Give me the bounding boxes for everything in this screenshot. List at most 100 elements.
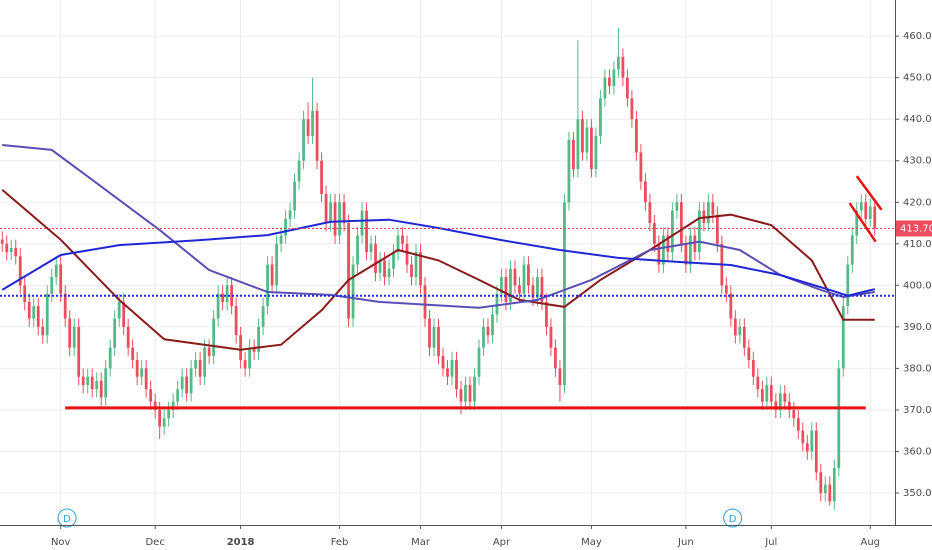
candle-body	[805, 443, 809, 452]
candle-body	[405, 243, 409, 265]
candle-body	[626, 77, 629, 99]
candle-body	[868, 206, 872, 219]
candle-body	[162, 418, 166, 427]
candle-body	[288, 210, 292, 219]
candle-body	[513, 268, 517, 286]
candle-body	[590, 127, 593, 170]
candle-body	[329, 202, 332, 224]
candle-body	[774, 401, 778, 410]
candle-body	[333, 202, 337, 236]
candle-body	[117, 301, 121, 319]
candle-body	[9, 247, 13, 253]
candle-body	[536, 277, 539, 298]
x-tick-label: 2018	[227, 537, 255, 548]
y-tick-label: 460.00	[903, 31, 932, 42]
candle-body	[99, 380, 103, 398]
candle-body	[446, 368, 449, 377]
candle-body	[527, 264, 530, 286]
candle-body	[814, 430, 818, 473]
candle-body	[72, 326, 76, 348]
candle-body	[531, 285, 535, 298]
candle-body	[617, 56, 620, 70]
candle-body	[594, 135, 598, 170]
candle-body	[563, 202, 566, 386]
candle-body	[401, 235, 404, 244]
candle-body	[216, 293, 220, 319]
candle-body	[315, 110, 319, 161]
candle-body	[45, 293, 49, 336]
candle-body	[581, 119, 584, 153]
candle-body	[36, 306, 40, 327]
candle-body	[482, 326, 485, 348]
y-tick-label: 400.00	[903, 280, 932, 291]
y-tick-label: 380.00	[903, 363, 932, 374]
price-label-box	[896, 220, 932, 237]
candle-body	[518, 285, 521, 294]
candle-body	[234, 306, 238, 336]
candle-body	[706, 202, 710, 224]
candle-body	[635, 119, 638, 153]
candle-body	[477, 347, 481, 377]
x-tick-label: Apr	[493, 537, 511, 548]
candle-body	[351, 264, 355, 319]
candle-body	[778, 393, 782, 410]
candle-body	[50, 277, 54, 294]
candle-body	[365, 210, 368, 253]
candle-body	[41, 326, 45, 336]
candle-body	[248, 347, 252, 369]
candle-body	[819, 472, 823, 494]
candle-body	[468, 385, 472, 402]
candle-body	[252, 347, 256, 352]
candle-body	[859, 202, 863, 211]
candle-body	[167, 409, 171, 419]
candle-body	[423, 285, 427, 319]
candle-body	[769, 385, 773, 402]
candle-body	[873, 206, 877, 229]
candle-body	[850, 235, 854, 265]
candle-body	[140, 368, 144, 377]
candle-body	[846, 264, 850, 307]
candle-body	[657, 243, 661, 265]
candle-body	[77, 326, 81, 377]
candle-body	[149, 389, 153, 402]
candle-body	[751, 360, 755, 377]
event-marker	[57, 508, 77, 528]
x-tick-label: May	[581, 537, 602, 548]
candle-body	[621, 56, 625, 78]
candle-body	[68, 318, 72, 348]
candle-body	[639, 152, 643, 182]
candle-body	[212, 318, 216, 356]
candle-body	[697, 210, 701, 253]
y-tick-label: 360.00	[903, 446, 932, 457]
candle-body	[297, 160, 301, 182]
moving-average	[1, 218, 876, 297]
candle-body	[796, 418, 800, 431]
candle-body	[441, 355, 445, 369]
candle-body	[414, 252, 418, 278]
candle-body	[567, 139, 571, 203]
candle-body	[180, 376, 184, 390]
candle-body	[32, 306, 36, 319]
candle-body	[855, 210, 859, 236]
candle-body	[688, 235, 692, 265]
candle-body	[661, 235, 665, 265]
candle-body	[189, 368, 193, 394]
candle-body	[648, 202, 652, 224]
candle-body	[684, 243, 688, 265]
candle-body	[185, 376, 189, 394]
candle-body	[320, 160, 323, 194]
y-tick-label: 370.00	[903, 405, 932, 416]
candle-body	[670, 210, 674, 253]
candle-body	[603, 77, 607, 99]
candle-body	[733, 318, 737, 336]
candle-body	[302, 119, 305, 161]
x-tick-label: Feb	[331, 537, 349, 548]
candle-body	[338, 202, 341, 236]
candle-body	[347, 223, 350, 319]
y-tick-label: 430.00	[903, 156, 932, 167]
candle-body	[522, 264, 526, 294]
x-tick-label: Mar	[411, 537, 431, 548]
candle-body	[369, 243, 373, 253]
candle-body	[612, 69, 616, 86]
candle-body	[383, 260, 386, 278]
